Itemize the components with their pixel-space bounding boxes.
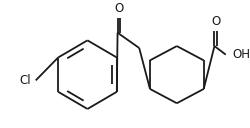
Text: Cl: Cl xyxy=(19,74,31,87)
Text: OH: OH xyxy=(232,48,249,61)
Text: O: O xyxy=(211,15,220,28)
Text: O: O xyxy=(114,2,123,15)
